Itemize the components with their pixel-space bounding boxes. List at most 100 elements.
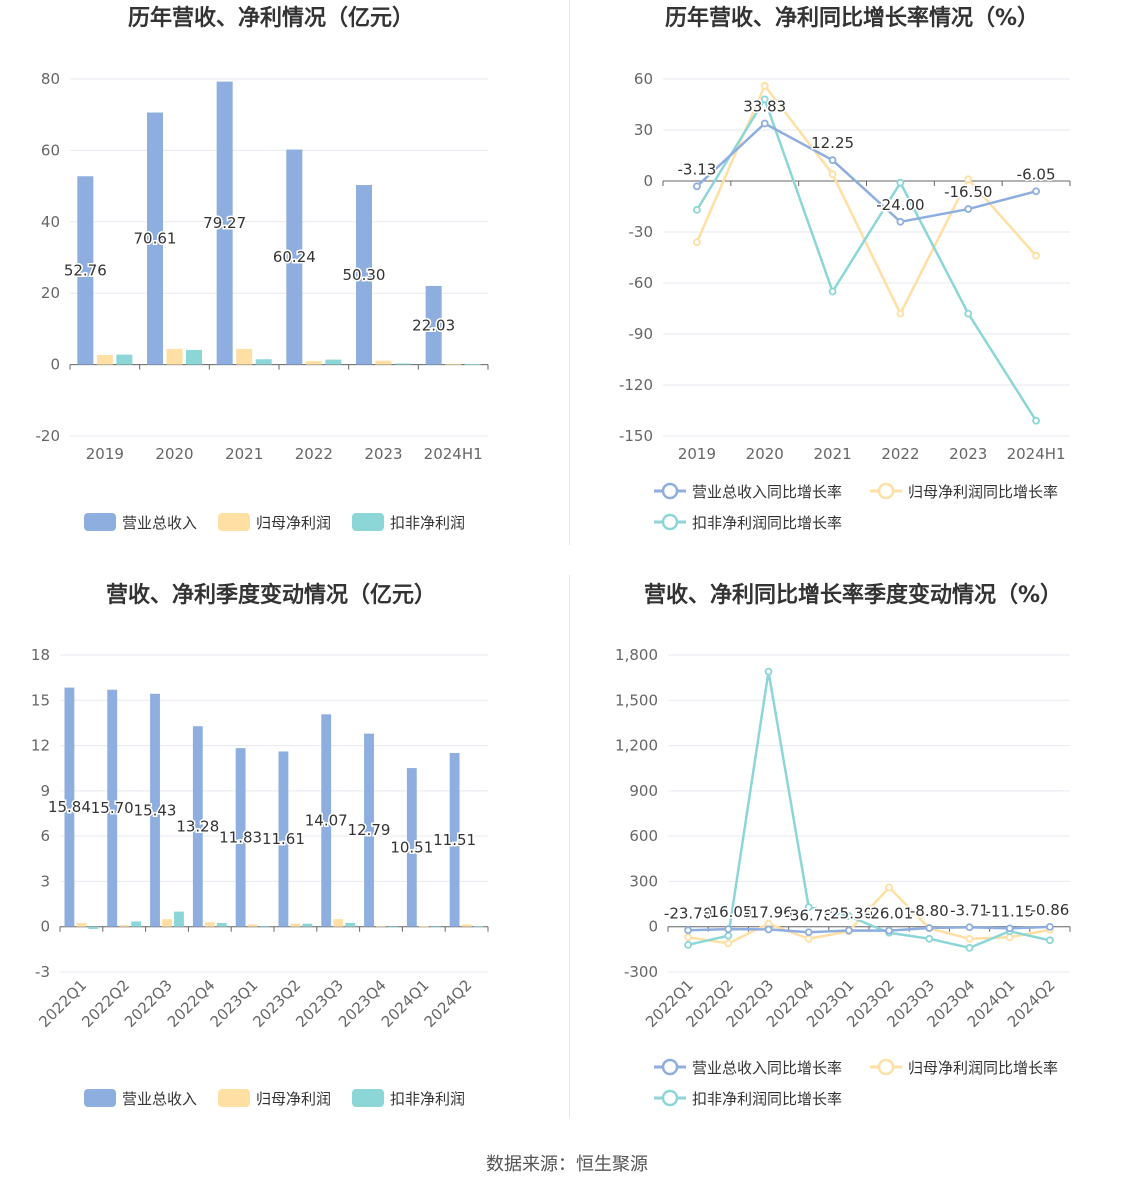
data-label: -26.01 (865, 905, 913, 923)
data-point (684, 940, 692, 949)
y-tick-label: 0 (643, 172, 653, 190)
annual-amount-panel: 历年营收、净利情况（亿元） -20 0 20 40 60 80 2019 2020 2021 202… (0, 0, 568, 545)
data-label: 15.43 (134, 801, 177, 819)
bar (64, 687, 75, 927)
data-label: 52.76 (64, 261, 107, 279)
legend-label: 扣非净利润同比增长率 (692, 514, 842, 532)
bar (150, 693, 160, 927)
y-tick-label: -20 (36, 427, 61, 445)
bar (119, 925, 130, 927)
bar (185, 349, 203, 365)
legend-label: 归母净利润 (256, 1090, 331, 1108)
data-label: 22.03 (412, 316, 455, 334)
bar (204, 922, 215, 927)
bar (116, 354, 133, 365)
bar (364, 733, 374, 927)
legend-swatch (218, 513, 250, 531)
y-tick-label: 300 (629, 872, 658, 890)
data-label: 11.51 (433, 831, 476, 849)
data-point (844, 926, 853, 935)
bar (96, 354, 113, 365)
legend-marker (661, 482, 679, 500)
legend-marker (661, 513, 679, 531)
data-point (828, 156, 837, 165)
data-point (964, 309, 973, 318)
data-point (760, 81, 769, 90)
data-label: 15.70 (91, 799, 134, 817)
x-tick-label: 2020 (155, 445, 193, 463)
data-point (693, 238, 701, 247)
data-point (693, 182, 701, 191)
x-tick-label: 2022 (295, 445, 333, 463)
bar (473, 926, 484, 928)
data-point (828, 170, 837, 179)
bar (376, 925, 386, 927)
data-point (1032, 251, 1040, 260)
data-point (760, 119, 769, 128)
data-point (964, 175, 973, 184)
data-label: -16.05 (704, 903, 752, 921)
y-tick-label: 0 (648, 918, 658, 936)
bar (445, 363, 462, 365)
data-point (724, 939, 733, 948)
bar (107, 689, 118, 927)
data-point (964, 205, 973, 213)
y-tick-label: 3 (40, 872, 50, 890)
data-label: 10.51 (390, 838, 433, 856)
series-line (696, 121, 1037, 224)
x-tick-label: 2022 (881, 445, 919, 463)
y-tick-label: 18 (31, 646, 50, 664)
bar (88, 926, 99, 929)
data-point (896, 217, 905, 226)
chart-title: 营收、净利同比增长率季度变动情况（%） (644, 582, 1062, 608)
data-point (896, 178, 905, 187)
bar (162, 919, 172, 927)
x-tick-label: 2024Q2 (421, 976, 476, 1031)
bar (325, 359, 342, 365)
bar (235, 748, 246, 927)
data-point (804, 928, 813, 937)
y-tick-label: 1,800 (615, 646, 658, 664)
data-point (965, 943, 974, 952)
series-line (695, 96, 1038, 422)
data-point (844, 912, 853, 921)
data-label: -16.50 (944, 183, 992, 201)
y-tick-label: 20 (41, 284, 60, 302)
bar (247, 924, 258, 927)
bar (418, 926, 429, 928)
y-tick-label: 40 (41, 213, 60, 231)
data-point (1045, 936, 1054, 945)
legend-marker (877, 1058, 895, 1076)
data-label: 15.84 (48, 798, 91, 816)
legend-label: 营业总收入同比增长率 (692, 483, 842, 501)
chart-title: 历年营收、净利同比增长率情况（%） (665, 5, 1039, 31)
data-point (724, 931, 733, 940)
bar (425, 285, 442, 365)
bar (375, 360, 392, 365)
x-tick-label: 2023 (949, 445, 987, 463)
y-tick-label: 0 (40, 918, 50, 936)
data-label: 11.83 (219, 828, 262, 846)
x-tick-label: 2019 (678, 445, 716, 463)
chart-title: 历年营收、净利情况（亿元） (128, 5, 414, 31)
legend-label: 扣非净利润同比增长率 (692, 1090, 842, 1108)
bar (430, 926, 441, 928)
bar (333, 919, 344, 927)
bar (406, 768, 417, 927)
data-label: -11.15 (986, 902, 1034, 920)
annual-growth-chart: 历年营收、净利同比增长率情况（%） -150 -120 -90 -60 -30 0 30 60 2… (619, 5, 1071, 532)
data-point (965, 934, 974, 943)
data-point (896, 309, 905, 318)
bar (302, 923, 313, 927)
data-label: 14.07 (305, 812, 348, 830)
series-line (687, 885, 1051, 945)
data-label: 50.30 (343, 266, 386, 284)
x-tick-label: 2024H1 (1007, 445, 1066, 463)
bar (259, 925, 270, 927)
bar (305, 361, 322, 365)
data-label: 12.25 (811, 134, 854, 152)
quarterly-amount-chart: 营收、净利季度变动情况（亿元）-303691215182022Q12022Q22… (31, 582, 489, 1108)
y-tick-label: 15 (31, 691, 50, 709)
legend-label: 归母净利润同比增长率 (908, 483, 1058, 501)
bar (174, 911, 184, 927)
